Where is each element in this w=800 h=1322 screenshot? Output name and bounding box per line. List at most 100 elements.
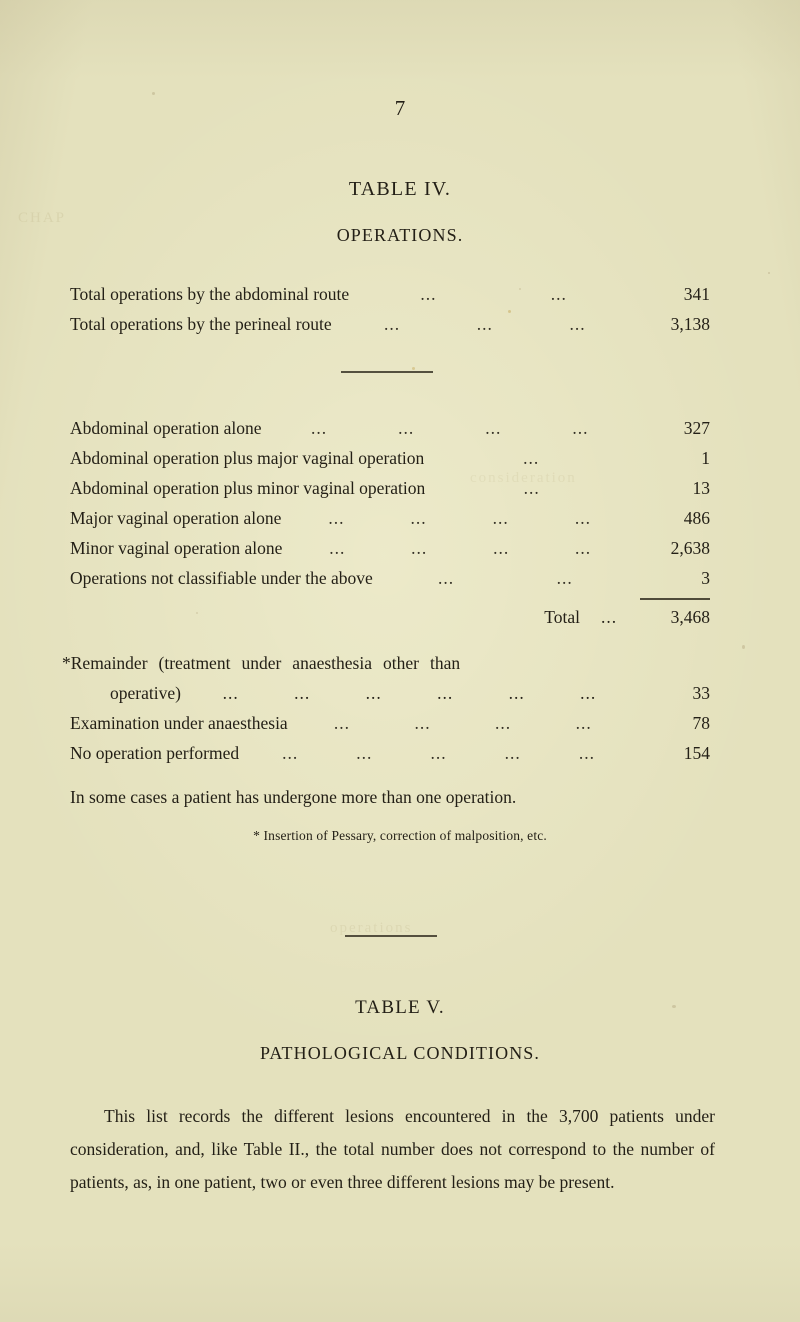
row-value: 486	[683, 508, 710, 528]
table-four-subtitle: OPERATIONS.	[336, 225, 464, 245]
leader-dots: ...	[574, 508, 591, 528]
leader-dots: ...	[294, 683, 311, 703]
table-four-summary-rows: Total operations by the abdominal route …	[70, 279, 710, 339]
row-label: Operations not classifiable under the ab…	[70, 568, 373, 588]
table-row: Examination under anaesthesia ..........…	[70, 708, 710, 738]
leader-dots: ...	[282, 743, 299, 763]
leader-dots: ...	[430, 743, 447, 763]
row-value: 3,138	[670, 314, 710, 334]
row-value: 1	[701, 448, 710, 468]
leader-dots: ...	[328, 508, 345, 528]
remainder-word: *Remainder	[62, 653, 148, 673]
paragraph-text: This list records the different lesions …	[70, 1106, 715, 1192]
leader-dots: ...	[437, 683, 454, 703]
paper-speck	[672, 1005, 676, 1008]
table-row: Total operations by the abdominal route …	[70, 279, 710, 309]
row-value: 2,638	[670, 538, 710, 558]
leader-dots: ...	[438, 568, 455, 588]
paper-speck	[519, 288, 521, 290]
row-label: Examination under anaesthesia	[70, 713, 288, 733]
table-four-detail-rows: Abdominal operation alone ............ 3…	[70, 413, 710, 593]
row-label: Total operations by the perineal route	[70, 314, 332, 334]
row-label: Abdominal operation alone	[70, 418, 262, 438]
leader-dots: ...	[365, 683, 382, 703]
leader-dots: ...	[572, 418, 589, 438]
leader-dots: ...	[333, 713, 351, 733]
leader-dots: ...	[493, 538, 510, 558]
leader-dots: ...	[508, 683, 525, 703]
leader-dots: ...	[504, 743, 521, 763]
leader-dots: ...	[222, 683, 239, 703]
leader-dots: ...	[414, 713, 431, 733]
leader-dots: ...	[580, 683, 597, 703]
dot-leaders: ...	[425, 473, 638, 503]
paper-speck	[152, 92, 155, 95]
paper-speck	[742, 645, 745, 649]
dot-leaders: ...	[600, 607, 618, 627]
dot-leaders: ......	[349, 279, 638, 309]
remainder-line-two: operative) .................. 33	[62, 678, 710, 708]
leader-dots: ...	[310, 418, 328, 438]
table-row: No operation performed ............... 1…	[70, 738, 710, 768]
leader-dots: ...	[492, 508, 509, 528]
paper-speck	[508, 310, 511, 313]
total-rule	[640, 598, 710, 600]
table-row: Operations not classifiable under the ab…	[70, 563, 710, 593]
remainder-word: (treatment	[158, 653, 231, 673]
row-label: Total operations by the abdominal route	[70, 284, 350, 304]
row-value: 341	[683, 284, 710, 304]
table-row: Abdominal operation plus minor vaginal o…	[70, 473, 710, 503]
table-five-title-text: TABLE V.	[355, 997, 445, 1018]
paper-speck	[196, 612, 198, 614]
row-value: 154	[683, 743, 710, 763]
total-label: Total	[544, 607, 580, 627]
row-label: Major vaginal operation alone	[70, 508, 282, 528]
remainder-word: other	[382, 653, 419, 673]
leader-dots: ...	[329, 538, 346, 558]
dot-leaders: ...............	[239, 738, 638, 768]
remainder-line-one: *Remainder (treatment under anaesthesia …	[62, 648, 710, 678]
paper-speck	[412, 367, 415, 370]
table-four-title: TABLE IV.	[0, 178, 800, 201]
row-label: Minor vaginal operation alone	[70, 538, 283, 558]
leader-dots: ...	[356, 743, 373, 763]
leader-dots: ...	[578, 743, 595, 763]
remainder-word: anaesthesia	[292, 653, 372, 673]
row-value: 13	[692, 478, 711, 498]
table-five-subtitle: PATHOLOGICAL CONDITIONS.	[259, 1043, 541, 1063]
total-value: 3,468	[670, 607, 710, 627]
leader-dots: ...	[476, 314, 493, 334]
table-row: Minor vaginal operation alone ..........…	[70, 533, 710, 563]
dot-leaders: ...	[424, 443, 638, 473]
dot-leaders: ............	[282, 533, 638, 563]
section-divider-rule	[345, 935, 437, 937]
leader-dots: ...	[410, 508, 427, 528]
leader-dots: ...	[411, 538, 428, 558]
paper-speck	[768, 272, 770, 274]
leader-dots: ...	[485, 418, 502, 438]
leader-dots: ...	[556, 568, 573, 588]
dot-leaders: ......	[373, 563, 638, 593]
row-label: Abdominal operation plus minor vaginal o…	[70, 478, 426, 498]
table-five-title: TABLE V.	[0, 997, 800, 1019]
table-five-paragraph: This list records the different lesions …	[70, 1100, 715, 1199]
leader-dots: ...	[569, 314, 586, 334]
row-value: 3	[701, 568, 710, 588]
table-four-footnote: * Insertion of Pessary, correction of ma…	[253, 828, 547, 843]
table-row: Abdominal operation plus major vaginal o…	[70, 443, 710, 473]
dot-leaders: ............	[288, 708, 638, 738]
leader-dots: ...	[523, 448, 540, 468]
row-value: 327	[683, 418, 710, 438]
remainder-word: than	[429, 653, 461, 673]
table-four-total-row: Total ... 3,468	[70, 602, 710, 632]
table-four-note: In some cases a patient has undergone mo…	[70, 787, 517, 807]
dot-leaders: ............	[281, 503, 638, 533]
row-label: Abdominal operation plus major vaginal o…	[70, 448, 425, 468]
table-row: Abdominal operation alone ............ 3…	[70, 413, 710, 443]
leader-dots: ...	[575, 713, 592, 733]
row-label: No operation performed	[70, 743, 240, 763]
table-four-after-rows: Examination under anaesthesia ..........…	[70, 708, 710, 768]
dot-leaders: ..................	[181, 678, 638, 708]
leader-dots: ...	[383, 314, 401, 334]
